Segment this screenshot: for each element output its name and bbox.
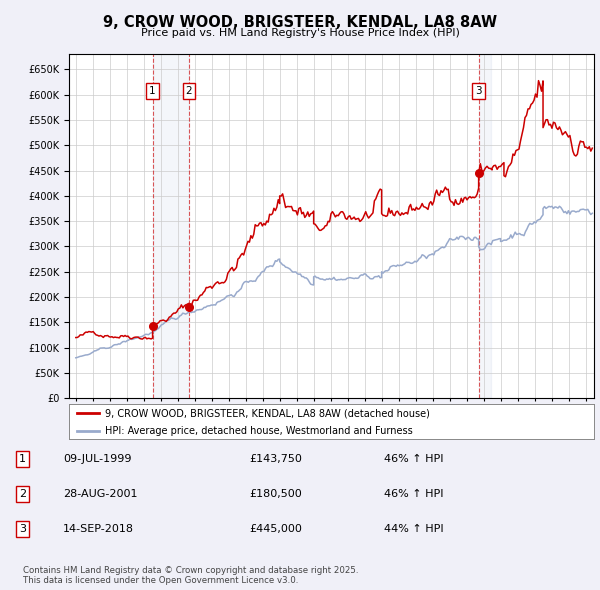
Text: 2: 2 bbox=[185, 86, 192, 96]
Text: 1: 1 bbox=[149, 86, 156, 96]
Text: 3: 3 bbox=[475, 86, 482, 96]
Text: £143,750: £143,750 bbox=[249, 454, 302, 464]
Text: 46% ↑ HPI: 46% ↑ HPI bbox=[384, 489, 443, 499]
Bar bbox=[479, 54, 491, 398]
Text: £180,500: £180,500 bbox=[249, 489, 302, 499]
Text: 9, CROW WOOD, BRIGSTEER, KENDAL, LA8 8AW: 9, CROW WOOD, BRIGSTEER, KENDAL, LA8 8AW bbox=[103, 15, 497, 30]
Text: £445,000: £445,000 bbox=[249, 525, 302, 534]
Text: 14-SEP-2018: 14-SEP-2018 bbox=[63, 525, 134, 534]
Bar bbox=[152, 54, 189, 398]
Text: 3: 3 bbox=[19, 525, 26, 534]
Text: 1: 1 bbox=[19, 454, 26, 464]
Text: 44% ↑ HPI: 44% ↑ HPI bbox=[384, 525, 443, 534]
Text: 09-JUL-1999: 09-JUL-1999 bbox=[63, 454, 131, 464]
Text: 2: 2 bbox=[19, 489, 26, 499]
Text: Price paid vs. HM Land Registry's House Price Index (HPI): Price paid vs. HM Land Registry's House … bbox=[140, 28, 460, 38]
Text: Contains HM Land Registry data © Crown copyright and database right 2025.
This d: Contains HM Land Registry data © Crown c… bbox=[23, 566, 358, 585]
Text: 28-AUG-2001: 28-AUG-2001 bbox=[63, 489, 137, 499]
Text: 9, CROW WOOD, BRIGSTEER, KENDAL, LA8 8AW (detached house): 9, CROW WOOD, BRIGSTEER, KENDAL, LA8 8AW… bbox=[105, 408, 430, 418]
Text: 46% ↑ HPI: 46% ↑ HPI bbox=[384, 454, 443, 464]
Text: HPI: Average price, detached house, Westmorland and Furness: HPI: Average price, detached house, West… bbox=[105, 426, 412, 436]
